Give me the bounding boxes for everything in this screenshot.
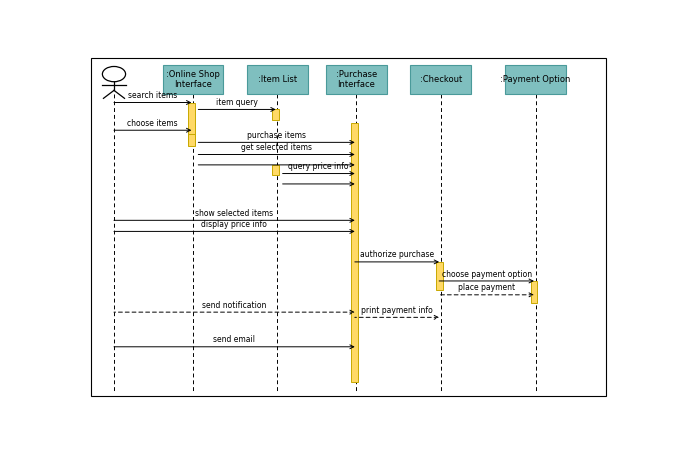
Text: place payment: place payment [458, 284, 515, 292]
Bar [273, 165, 279, 176]
Text: :Checkout: :Checkout [420, 75, 462, 84]
Text: :Purchase
Interface: :Purchase Interface [336, 70, 377, 90]
Text: send notification: send notification [202, 301, 267, 310]
Bar [326, 65, 387, 94]
Text: send email: send email [214, 335, 256, 344]
Text: :Online Shop
Interface: :Online Shop Interface [166, 70, 220, 90]
Text: search items: search items [128, 91, 177, 100]
Text: :Item List: :Item List [258, 75, 297, 84]
Text: query price info: query price info [288, 162, 349, 171]
Bar [163, 65, 223, 94]
Text: authorize purchase: authorize purchase [360, 251, 434, 260]
Bar [247, 65, 307, 94]
Bar [436, 262, 443, 290]
Bar [352, 123, 358, 382]
Text: item query: item query [216, 98, 258, 107]
Bar [505, 65, 566, 94]
Bar [411, 65, 471, 94]
Bar [273, 109, 279, 120]
Text: choose payment option: choose payment option [441, 270, 532, 279]
Text: choose items: choose items [127, 119, 178, 128]
Text: print payment info: print payment info [361, 306, 433, 315]
Text: purchase items: purchase items [247, 131, 306, 140]
Text: get selected items: get selected items [241, 143, 312, 152]
Bar [530, 281, 537, 303]
Text: show selected items: show selected items [195, 209, 273, 218]
Text: display price info: display price info [201, 220, 267, 229]
Bar [188, 103, 195, 142]
Text: :Payment Option: :Payment Option [500, 75, 571, 84]
Bar [188, 134, 195, 146]
